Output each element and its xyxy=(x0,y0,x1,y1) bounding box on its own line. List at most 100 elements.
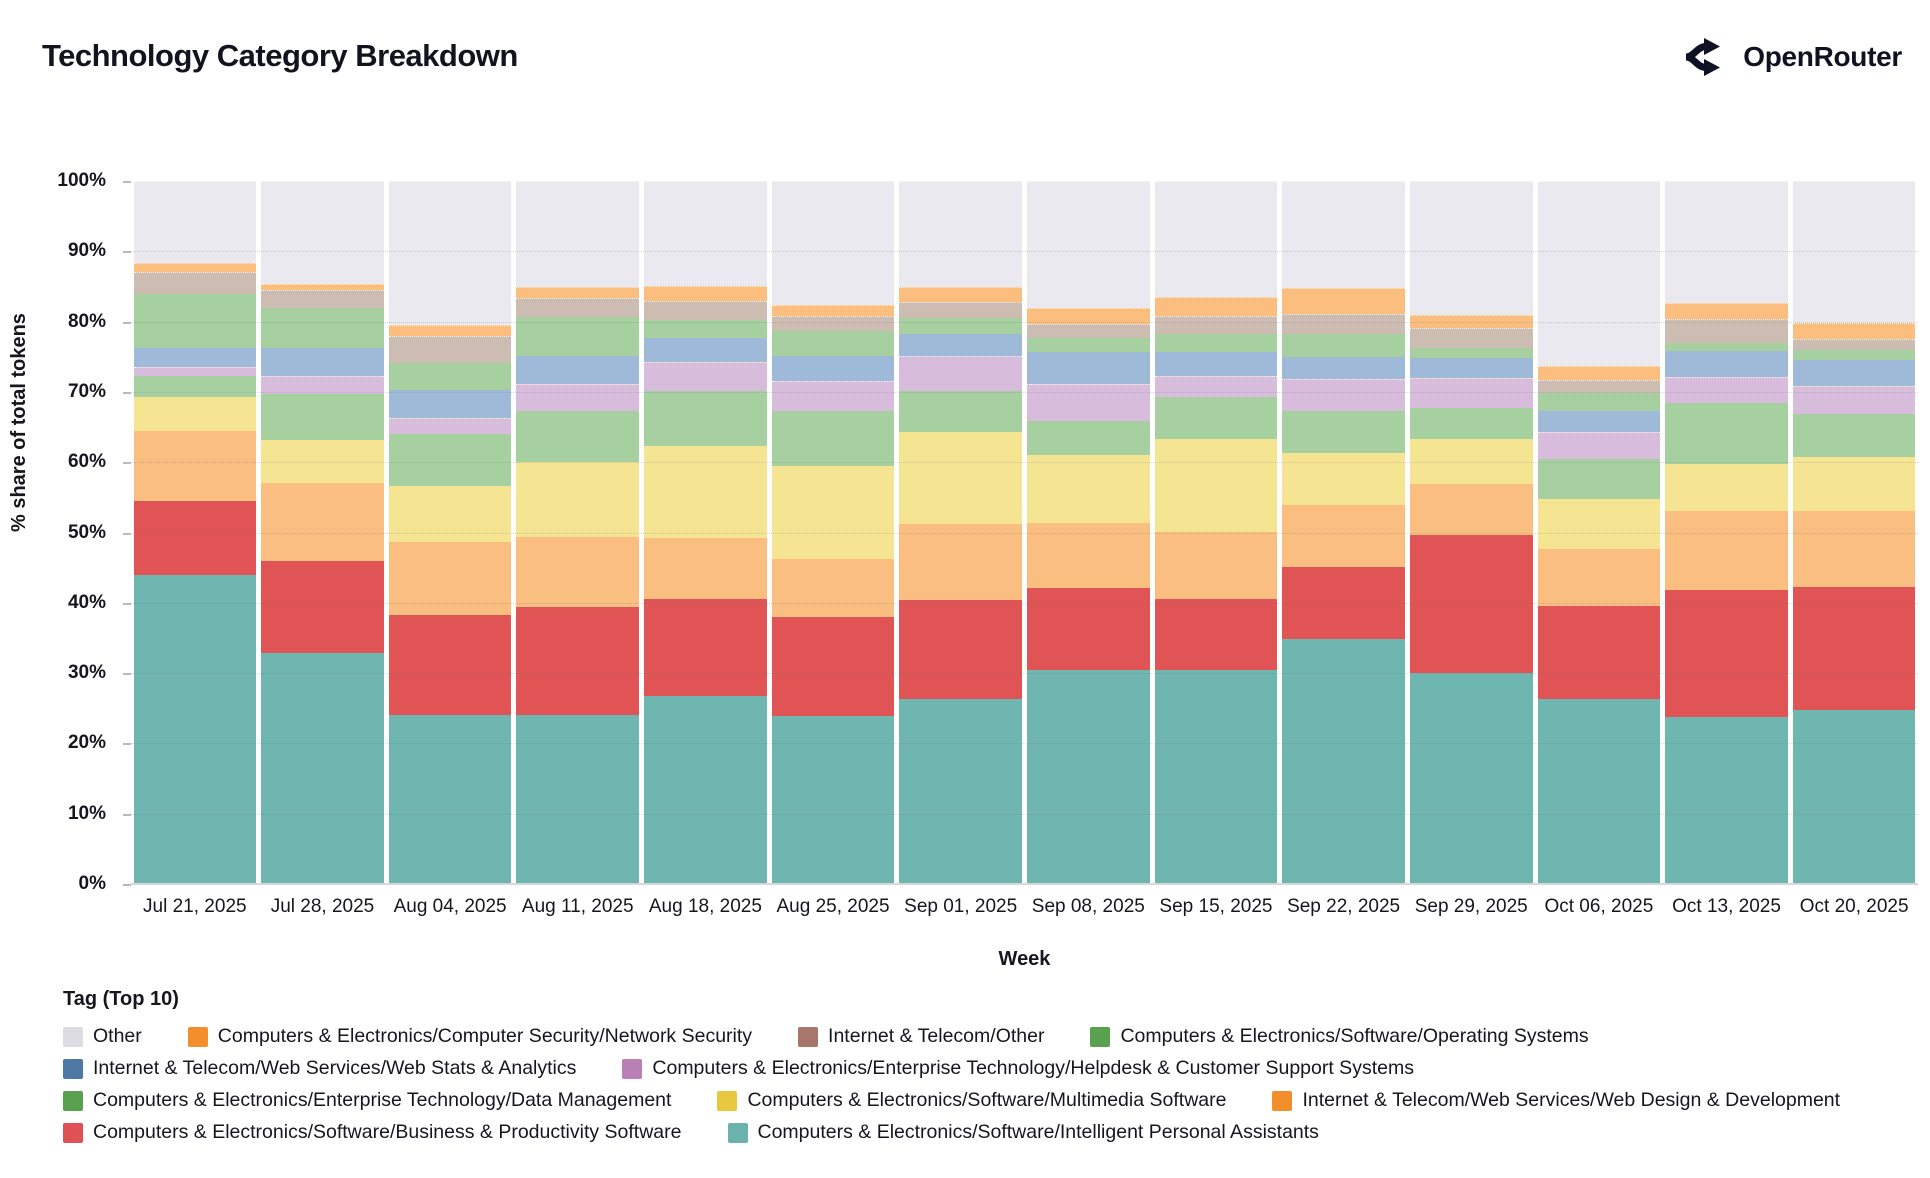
bar-segment[interactable] xyxy=(1026,181,1150,308)
bar-segment[interactable] xyxy=(388,363,512,390)
bar-segment[interactable] xyxy=(516,317,640,357)
bar-segment[interactable] xyxy=(644,446,767,539)
bar-segment[interactable] xyxy=(1409,328,1533,348)
bar-segment[interactable] xyxy=(1792,457,1916,512)
bar-segment[interactable] xyxy=(644,362,767,392)
bar-segment[interactable] xyxy=(771,330,895,357)
bar-segment[interactable] xyxy=(261,376,384,395)
bar-segment[interactable] xyxy=(1154,531,1278,599)
bar-segment[interactable] xyxy=(1792,338,1916,350)
bar-segment[interactable] xyxy=(516,536,640,608)
legend-item[interactable]: Computers & Electronics/Software/Busines… xyxy=(63,1121,682,1144)
legend-item[interactable]: Computers & Electronics/Enterprise Techn… xyxy=(63,1089,671,1112)
bar-segment[interactable] xyxy=(1409,181,1533,315)
bar-segment[interactable] xyxy=(516,297,640,318)
legend-item[interactable]: Computers & Electronics/Software/Intelli… xyxy=(727,1121,1319,1144)
bar-segment[interactable] xyxy=(1026,351,1150,385)
bar-segment[interactable] xyxy=(1026,307,1150,324)
bar-segment[interactable] xyxy=(1026,420,1150,456)
bar-column[interactable] xyxy=(1026,181,1150,884)
bar-segment[interactable] xyxy=(1537,606,1661,700)
bar-segment[interactable] xyxy=(771,304,895,317)
bar-segment[interactable] xyxy=(133,367,257,377)
bar-segment[interactable] xyxy=(1537,410,1661,433)
bar-segment[interactable] xyxy=(1537,366,1661,381)
bar-segment[interactable] xyxy=(1792,323,1916,339)
bar-segment[interactable] xyxy=(899,432,1022,525)
bar-segment[interactable] xyxy=(133,347,257,368)
bar-segment[interactable] xyxy=(771,558,895,617)
bar-column[interactable] xyxy=(1665,181,1788,884)
bar-segment[interactable] xyxy=(644,320,767,338)
bar-segment[interactable] xyxy=(1409,314,1533,329)
bar-segment[interactable] xyxy=(1665,716,1788,884)
bar-column[interactable] xyxy=(1537,181,1661,884)
bar-segment[interactable] xyxy=(1792,181,1916,324)
bar-segment[interactable] xyxy=(261,347,384,377)
bar-segment[interactable] xyxy=(388,615,512,716)
bar-segment[interactable] xyxy=(1665,590,1788,717)
bar-segment[interactable] xyxy=(1282,505,1405,567)
bar-segment[interactable] xyxy=(261,290,384,308)
bar-segment[interactable] xyxy=(644,696,767,884)
bar-segment[interactable] xyxy=(1026,523,1150,589)
bar-segment[interactable] xyxy=(1026,337,1150,352)
bar-segment[interactable] xyxy=(516,410,640,462)
bar-segment[interactable] xyxy=(644,599,767,697)
legend-item[interactable]: Computers & Electronics/Software/Operati… xyxy=(1090,1025,1589,1048)
bar-segment[interactable] xyxy=(1282,453,1405,506)
legend-item[interactable]: Computers & Electronics/Enterprise Techn… xyxy=(622,1057,1414,1080)
bar-column[interactable] xyxy=(1154,181,1278,884)
bar-segment[interactable] xyxy=(1282,638,1405,884)
bar-segment[interactable] xyxy=(1537,498,1661,550)
bar-segment[interactable] xyxy=(1409,408,1533,440)
bar-segment[interactable] xyxy=(1665,377,1788,404)
bar-segment[interactable] xyxy=(133,574,257,884)
bar-column[interactable] xyxy=(1409,181,1533,884)
bar-segment[interactable] xyxy=(1409,377,1533,409)
bar-segment[interactable] xyxy=(1665,342,1788,352)
bar-segment[interactable] xyxy=(1409,439,1533,485)
bar-segment[interactable] xyxy=(388,417,512,435)
bar-segment[interactable] xyxy=(899,318,1022,334)
bar-segment[interactable] xyxy=(644,337,767,363)
bar-segment[interactable] xyxy=(1282,287,1405,314)
bar-segment[interactable] xyxy=(388,715,512,884)
bar-segment[interactable] xyxy=(1026,384,1150,421)
bar-segment[interactable] xyxy=(644,181,767,286)
bar-segment[interactable] xyxy=(1537,380,1661,393)
bar-segment[interactable] xyxy=(261,394,384,441)
bar-segment[interactable] xyxy=(1282,379,1405,411)
bar-column[interactable] xyxy=(1282,181,1405,884)
bar-column[interactable] xyxy=(133,181,257,884)
bar-segment[interactable] xyxy=(261,482,384,561)
bar-segment[interactable] xyxy=(771,316,895,331)
bar-segment[interactable] xyxy=(899,302,1022,319)
bar-segment[interactable] xyxy=(261,284,384,291)
bar-segment[interactable] xyxy=(516,714,640,884)
bar-segment[interactable] xyxy=(261,560,384,654)
bar-segment[interactable] xyxy=(133,396,257,431)
bar-segment[interactable] xyxy=(1665,403,1788,465)
bar-segment[interactable] xyxy=(1154,396,1278,440)
bar-segment[interactable] xyxy=(1792,349,1916,361)
bar-segment[interactable] xyxy=(1154,670,1278,884)
bar-segment[interactable] xyxy=(1409,357,1533,378)
bar-segment[interactable] xyxy=(1154,375,1278,397)
bar-segment[interactable] xyxy=(133,263,257,273)
bar-segment[interactable] xyxy=(133,500,257,575)
bar-segment[interactable] xyxy=(1154,439,1278,532)
bar-segment[interactable] xyxy=(1409,673,1533,884)
bar-segment[interactable] xyxy=(1154,181,1278,298)
bar-segment[interactable] xyxy=(1537,549,1661,607)
bar-segment[interactable] xyxy=(771,616,895,716)
bar-segment[interactable] xyxy=(1282,566,1405,639)
bar-segment[interactable] xyxy=(1154,297,1278,317)
bar-segment[interactable] xyxy=(899,286,1022,303)
bar-segment[interactable] xyxy=(899,356,1022,391)
bar-segment[interactable] xyxy=(1537,392,1661,411)
bar-segment[interactable] xyxy=(261,653,384,884)
bar-segment[interactable] xyxy=(899,600,1022,700)
bar-column[interactable] xyxy=(388,181,512,884)
bar-segment[interactable] xyxy=(133,181,257,264)
